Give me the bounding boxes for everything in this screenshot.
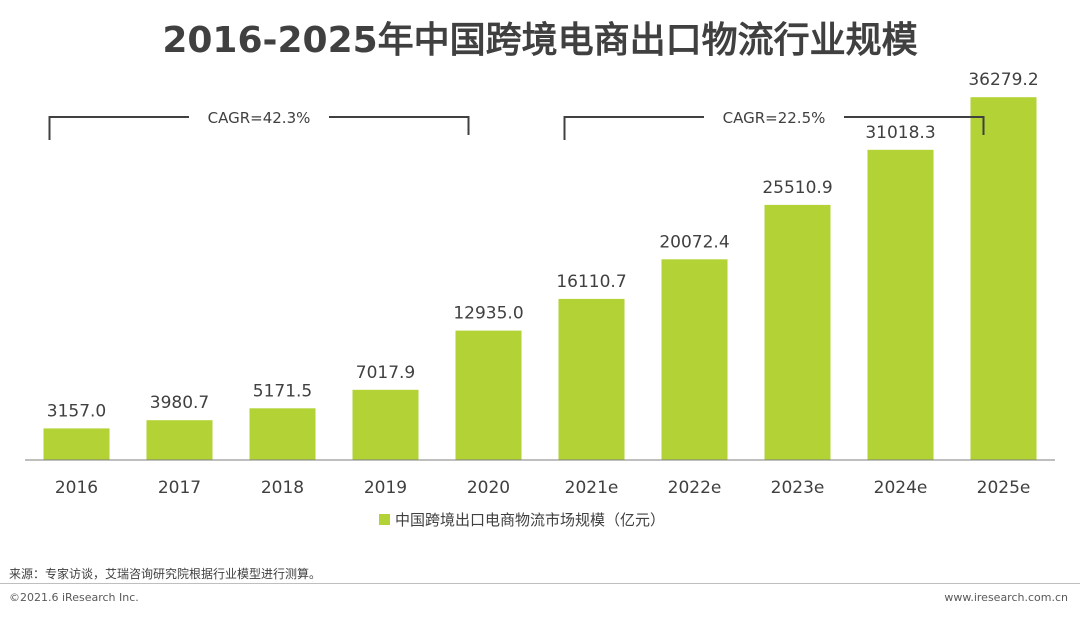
x-tick-2020: 2020 bbox=[467, 478, 510, 498]
x-tick-2018: 2018 bbox=[261, 478, 304, 498]
bar-2024e bbox=[867, 149, 934, 461]
bar-2023e bbox=[764, 204, 831, 460]
bar-2020 bbox=[455, 330, 522, 460]
bar-2016 bbox=[43, 428, 110, 460]
bar-chart: 2016-2025年中国跨境电商出口物流行业规模 3157.0 3980.7 517… bbox=[25, 20, 1055, 529]
legend-swatch bbox=[379, 514, 390, 525]
x-tick-2022e: 2022e bbox=[668, 478, 722, 498]
cagr-label-1: CAGR=22.5% bbox=[723, 109, 826, 127]
cagr-bracket-0 bbox=[48, 116, 470, 140]
cagr-annotations-group: CAGR=42.3% CAGR=22.5% bbox=[48, 109, 985, 140]
x-tick-2024e: 2024e bbox=[874, 478, 928, 498]
value-label-2017: 3980.7 bbox=[150, 393, 209, 413]
cagr-label-0: CAGR=42.3% bbox=[208, 109, 311, 127]
x-tick-2019: 2019 bbox=[364, 478, 407, 498]
cagr-bracket-1 bbox=[563, 116, 985, 140]
x-tick-2021e: 2021e bbox=[565, 478, 619, 498]
x-tick-2017: 2017 bbox=[158, 478, 201, 498]
bars-group bbox=[43, 97, 1037, 461]
value-label-2021e: 16110.7 bbox=[556, 272, 626, 292]
chart-title: 2016-2025年中国跨境电商出口物流行业规模 bbox=[162, 20, 917, 61]
x-tick-labels-group: 2016 2017 2018 2019 2020 2021e 2022e 2023e 2024e… bbox=[55, 478, 1031, 498]
bar-2019 bbox=[352, 389, 419, 460]
legend-label: 中国跨境出口电商物流市场规模（亿元） bbox=[395, 511, 665, 529]
bar-2018 bbox=[249, 408, 316, 460]
bar-2022e bbox=[661, 259, 728, 460]
bar-2021e bbox=[558, 298, 625, 460]
legend: 中国跨境出口电商物流市场规模（亿元） bbox=[379, 511, 665, 529]
value-label-2019: 7017.9 bbox=[356, 363, 415, 383]
bar-2025e bbox=[970, 97, 1037, 460]
source-note: 来源：专家访谈，艾瑞咨询研究院根据行业模型进行测算。 bbox=[9, 567, 322, 581]
x-tick-2016: 2016 bbox=[55, 478, 98, 498]
x-tick-2023e: 2023e bbox=[771, 478, 825, 498]
value-label-2025e: 36279.2 bbox=[968, 70, 1038, 90]
value-label-2023e: 25510.9 bbox=[762, 178, 832, 198]
value-label-2020: 12935.0 bbox=[453, 304, 523, 324]
footer-divider bbox=[0, 583, 1080, 584]
value-labels-group: 3157.0 3980.7 5171.5 7017.9 12935.0 16110.7 20… bbox=[47, 70, 1039, 421]
website-link[interactable]: www.iresearch.com.cn bbox=[944, 591, 1068, 604]
value-label-2022e: 20072.4 bbox=[659, 232, 729, 252]
bar-2017 bbox=[146, 420, 213, 460]
value-label-2018: 5171.5 bbox=[253, 381, 312, 401]
value-label-2016: 3157.0 bbox=[47, 401, 106, 421]
value-label-2024e: 31018.3 bbox=[865, 123, 935, 143]
copyright-text: ©2021.6 iResearch Inc. bbox=[9, 591, 139, 604]
x-tick-2025e: 2025e bbox=[977, 478, 1031, 498]
